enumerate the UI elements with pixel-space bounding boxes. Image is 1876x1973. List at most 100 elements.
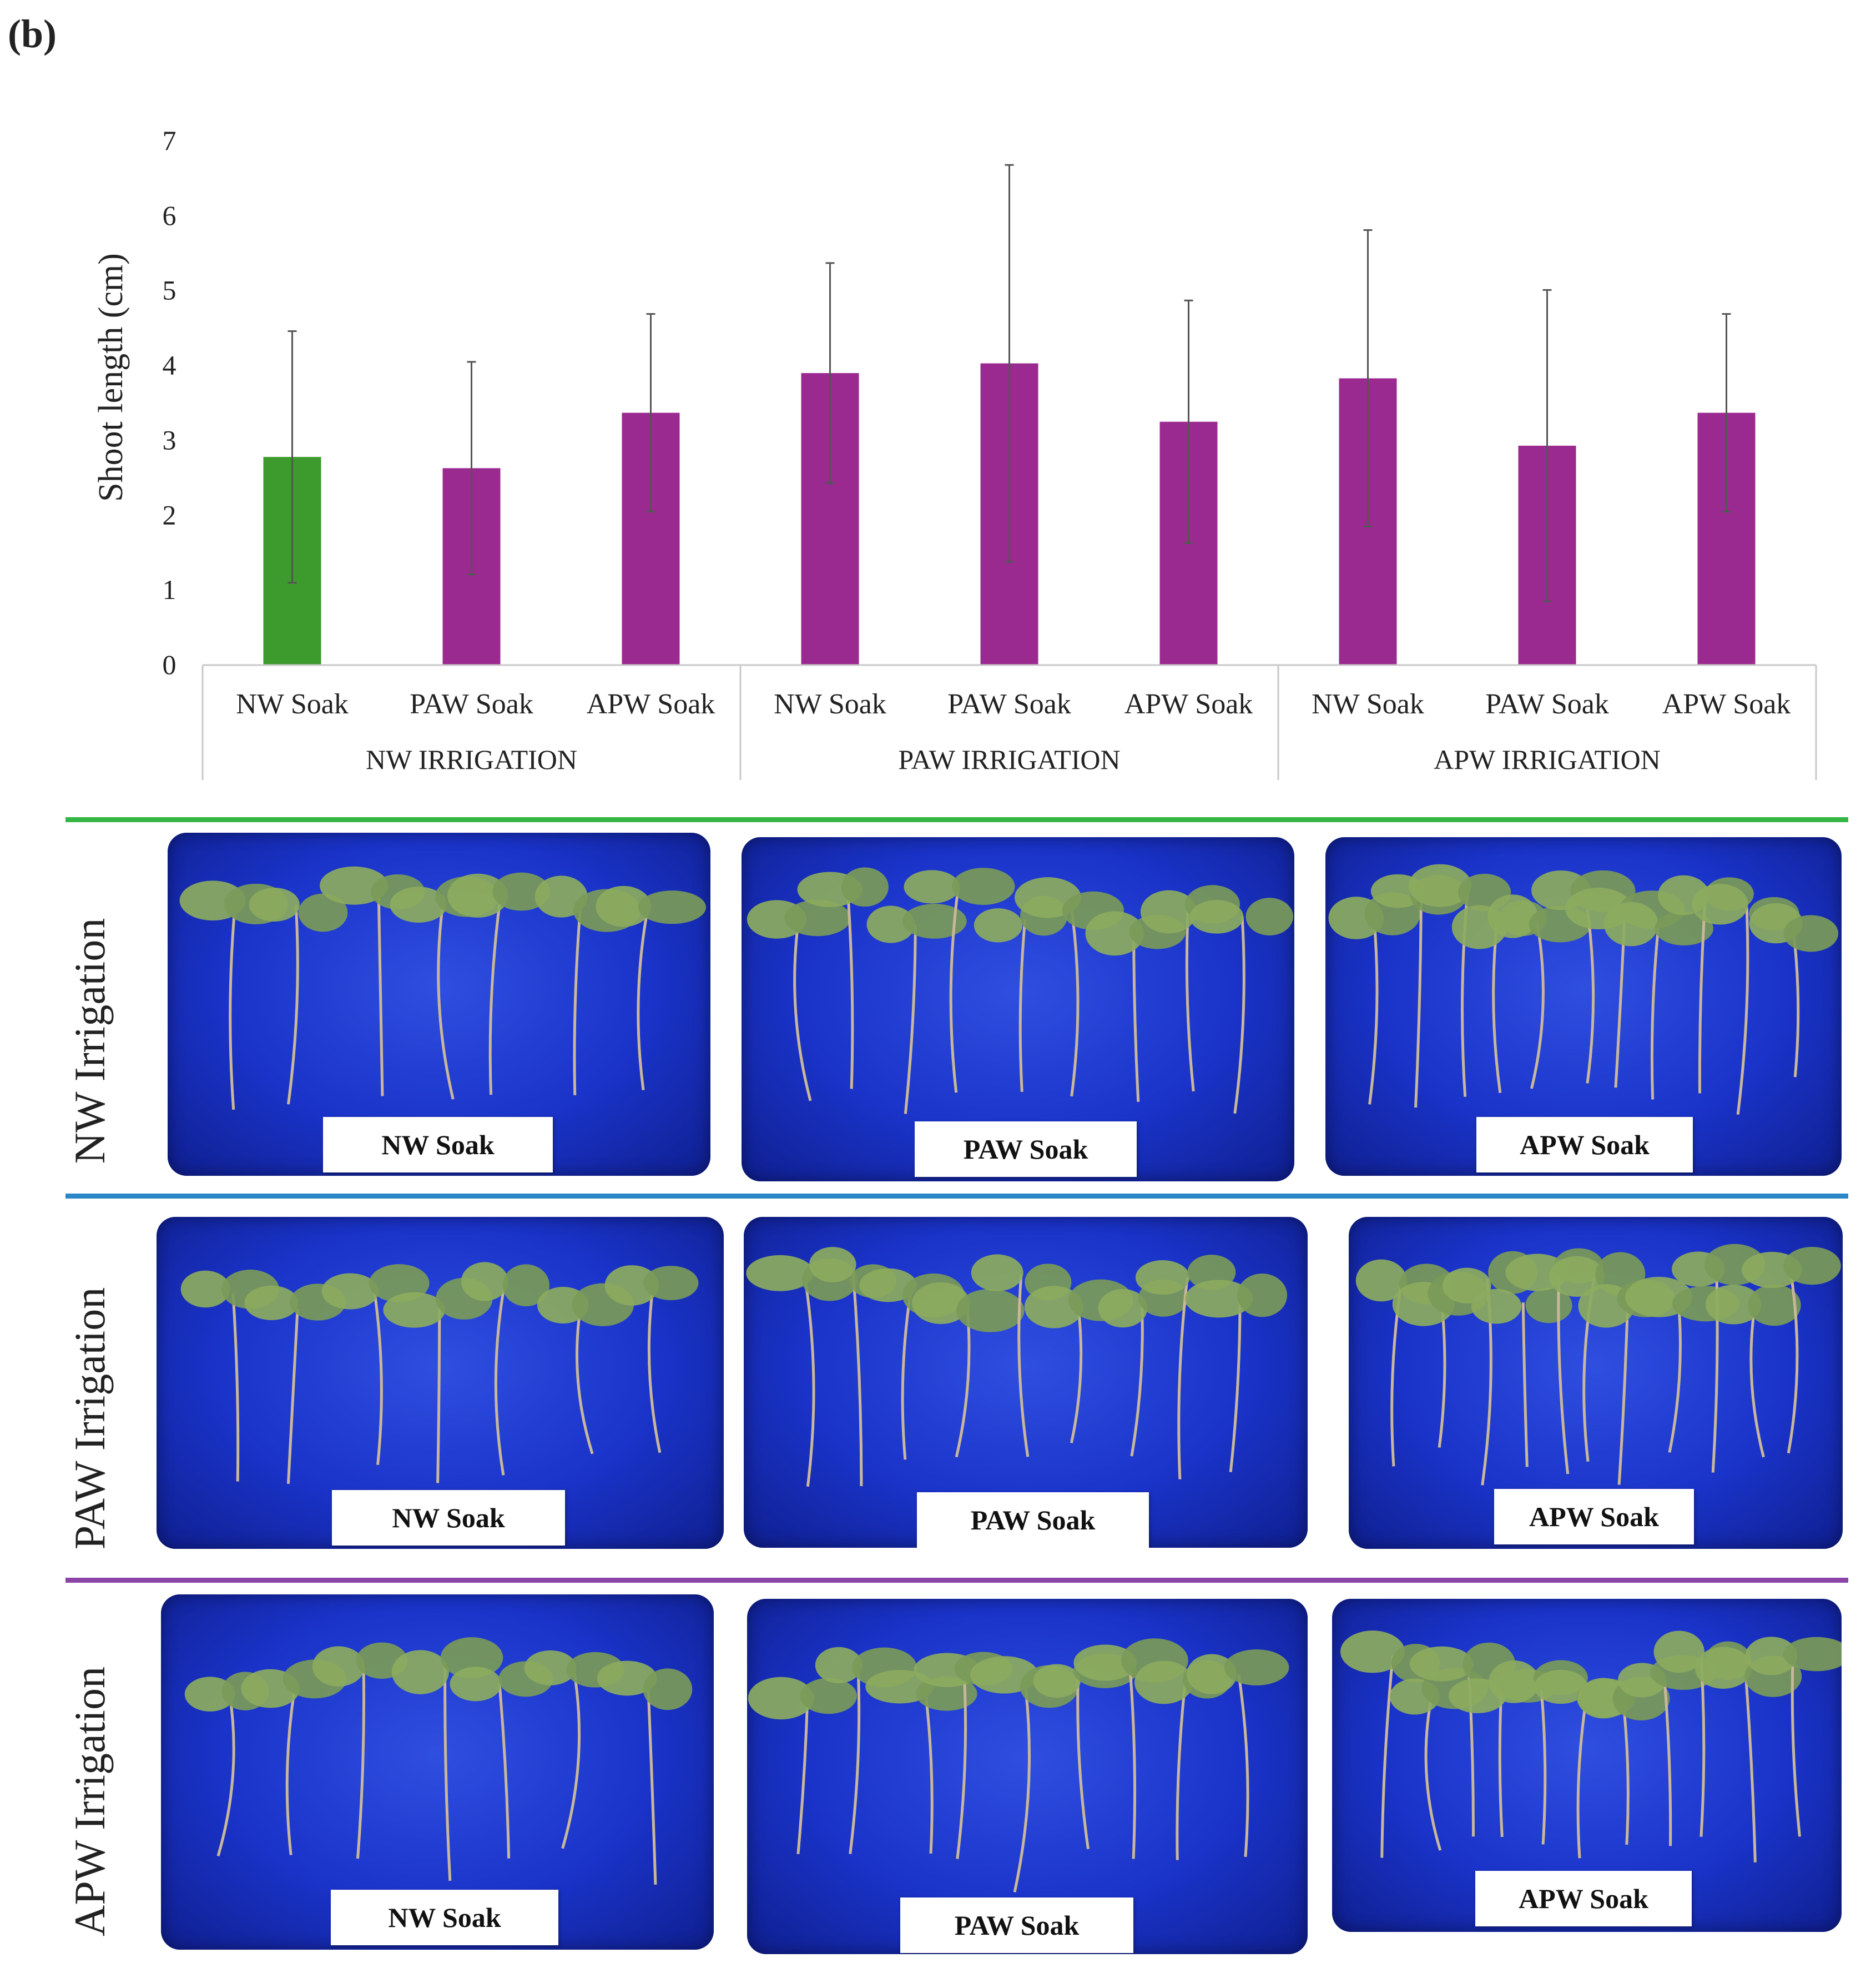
seedling-leaf (866, 905, 915, 943)
seedling-root (1176, 1682, 1187, 1860)
seedling-leaf (1705, 1285, 1762, 1325)
seedling-leaf (249, 888, 300, 922)
photo-caption: APW Soak (1475, 1871, 1692, 1926)
seedling-leaf (746, 1255, 814, 1291)
seedling-root (1744, 1674, 1757, 1863)
seedling-leaf (643, 1266, 699, 1301)
seedling-root (1229, 1293, 1242, 1473)
seedling-root (573, 902, 582, 1095)
seedling-leaf (597, 1660, 657, 1696)
seedling-leaf (904, 870, 960, 904)
seedling-root (1018, 919, 1027, 1092)
seedling-leaf (604, 1265, 659, 1306)
shoot-length-bar-chart: 0 1 2 3 4 5 6 7 NW Soak PAW Soak APW Soak NW IRRIG… (92, 125, 1817, 780)
seedling-leaf (841, 867, 889, 907)
photo-caption: NW Soak (323, 1117, 553, 1172)
seedling-root (488, 892, 503, 1095)
y-tick-label: 3 (163, 424, 176, 455)
photo-apw-irrigation-apw-soak: APW Soak (1332, 1599, 1842, 1932)
seedling-leaf (390, 887, 447, 923)
seedling-leaf (956, 1289, 1025, 1332)
seedling-root (647, 1686, 657, 1885)
error-bars-layer (288, 164, 1731, 602)
seedling-leaf (447, 873, 508, 918)
seedling-root (561, 1667, 581, 1849)
seedling-root (1700, 1658, 1706, 1837)
seedling-leaf (1187, 1654, 1237, 1694)
photo-caption: PAW Soak (915, 1121, 1137, 1177)
seedling-drawing (747, 867, 1293, 1114)
y-tick-label: 5 (163, 275, 176, 306)
photo-caption: PAW Soak (917, 1492, 1149, 1548)
seedling-root (1130, 1300, 1144, 1457)
seedling-leaf (180, 1270, 230, 1308)
seedling-root (1017, 1274, 1030, 1457)
seedling-leaf (902, 903, 967, 939)
bars-layer (263, 363, 1756, 665)
seedling-drawing (746, 1247, 1288, 1487)
y-tick-label: 2 (163, 499, 176, 530)
seedling-leaf (391, 1650, 449, 1694)
seedling-leaf (312, 1646, 365, 1687)
seedling-root (285, 1686, 296, 1855)
seedling-leaf (1033, 1664, 1081, 1698)
seedling-leaf (1085, 911, 1144, 956)
seedling-leaf (1135, 1260, 1190, 1295)
seedling-leaf (1073, 1644, 1137, 1681)
row-label-paw-irrigation: PAW Irrigation (65, 1287, 114, 1550)
seedling-leaf (1185, 1280, 1253, 1318)
seedling-leaf (800, 1678, 858, 1714)
photo-nw-irrigation-apw-soak: APW Soak (1325, 837, 1842, 1176)
x-group-label: NW IRRIGATION (366, 744, 577, 775)
x-group-label: APW IRRIGATION (1434, 744, 1661, 775)
x-category-label: NW Soak (774, 688, 886, 720)
seedling-leaf (638, 890, 707, 924)
seedling-leaf (1024, 1286, 1084, 1328)
seedling-drawing (184, 1637, 693, 1885)
seedling-root (647, 1284, 662, 1453)
seedling-leaf (1409, 1646, 1474, 1682)
seedling-root (637, 910, 649, 1090)
seedling-root (229, 907, 236, 1110)
seedling-leaf (1692, 884, 1748, 925)
seedling-drawing (748, 1638, 1289, 1893)
seedling-leaf (1245, 898, 1293, 936)
x-category-label: APW Soak (587, 688, 715, 720)
seedling-leaf (1189, 900, 1244, 934)
y-axis-label: Shoot length (cm) (92, 253, 130, 502)
x-category-label: PAW Soak (947, 688, 1071, 720)
seedling-root (1132, 926, 1140, 1102)
photo-caption: APW Soak (1494, 1489, 1694, 1544)
seedling-root (1787, 1271, 1799, 1454)
seedling-root (955, 1306, 971, 1458)
seedling-root (846, 894, 854, 1089)
seedling-root (1792, 931, 1800, 1078)
seedling-root (1521, 1302, 1529, 1467)
seedling-drawing (179, 866, 707, 1110)
x-axis: NW Soak PAW Soak APW Soak NW IRRIGATION NW S… (201, 664, 1817, 780)
seedling-root (1557, 1272, 1570, 1474)
y-tick-label: 7 (163, 125, 176, 156)
seedling-root (1013, 1679, 1031, 1893)
paw-irrigation-divider (65, 1194, 1848, 1199)
seedling-root (1127, 1656, 1137, 1859)
seedling-root (437, 898, 455, 1100)
seedling-leaf (1471, 1289, 1522, 1324)
seedling-root (1668, 1300, 1682, 1453)
seedling-root (1617, 1303, 1629, 1485)
seedling-root (498, 1683, 511, 1859)
seedling-root (1492, 919, 1502, 1093)
seedling-leaf (1653, 1630, 1704, 1673)
seedling-root (436, 1305, 441, 1483)
seedling-leaf (298, 893, 348, 932)
x-group-label: PAW IRRIGATION (898, 744, 1120, 775)
seedling-root (1576, 1692, 1589, 1859)
seedling-root (851, 1272, 863, 1486)
row-label-apw-irrigation: APW Irrigation (65, 1667, 114, 1936)
seedling-leaf (1224, 1649, 1289, 1685)
seedling-leaf (1134, 1660, 1193, 1704)
photo-caption: PAW Soak (900, 1897, 1133, 1953)
seedling-leaf (1487, 894, 1538, 938)
x-category-label: APW Soak (1124, 688, 1253, 720)
seedling-leaf (809, 1247, 856, 1282)
